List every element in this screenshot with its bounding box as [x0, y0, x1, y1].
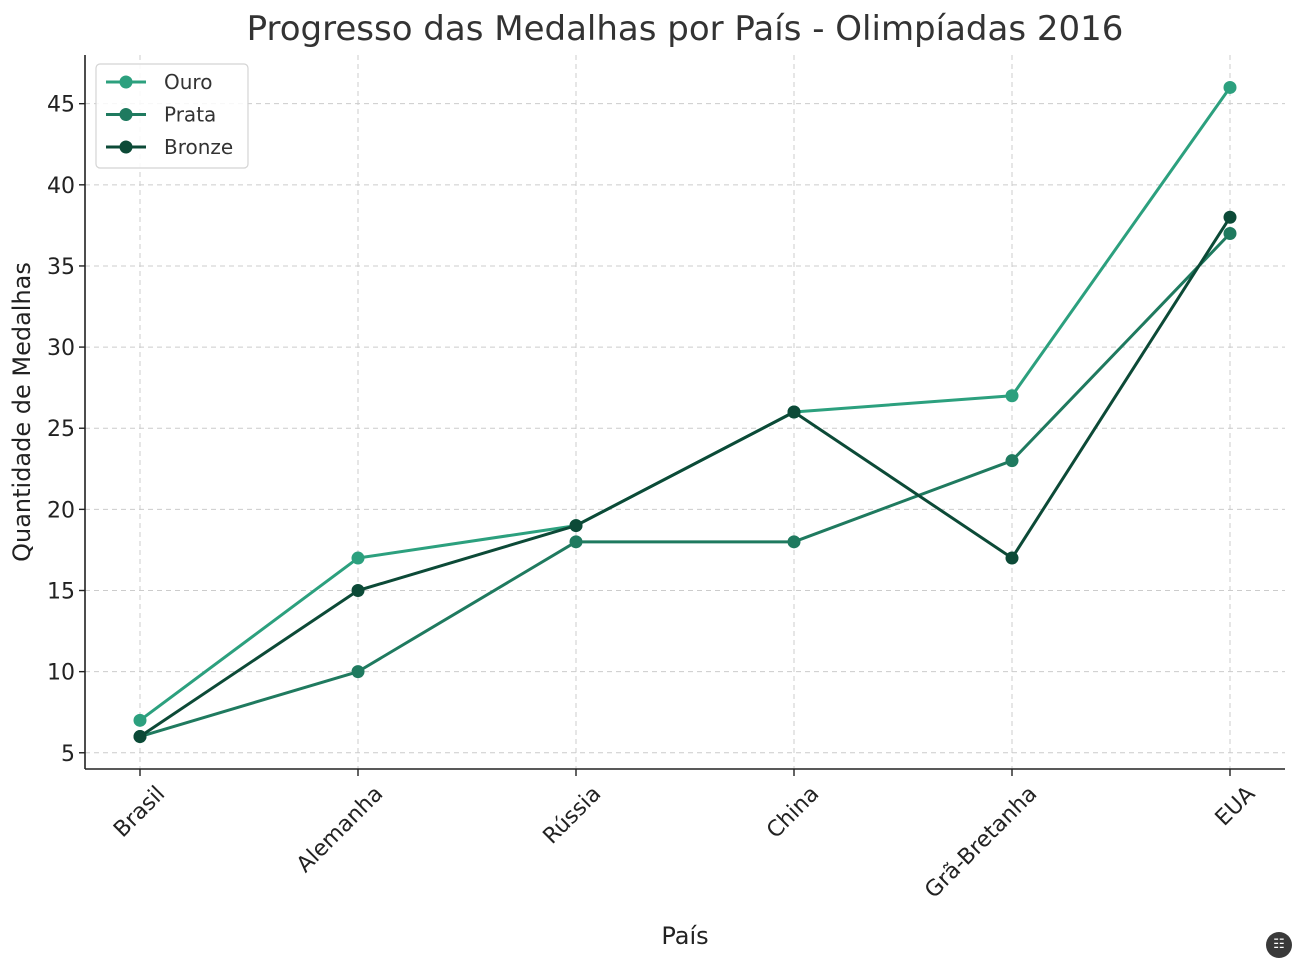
y-tick-label: 25 — [47, 417, 75, 442]
y-tick-label: 45 — [47, 93, 75, 118]
y-axis-label: Quantidade de Medalhas — [8, 262, 36, 562]
ticks: 5 10 15 20 25 30 35 40 45 Brasil Alemanha Rússia Chi… — [47, 93, 1260, 904]
y-tick-label: 35 — [47, 255, 75, 280]
data-point — [1005, 551, 1019, 565]
series-prata — [133, 227, 1237, 744]
y-tick-label: 40 — [47, 174, 75, 199]
data-point — [569, 535, 583, 549]
y-tick-label: 5 — [61, 742, 75, 767]
data-point — [133, 713, 147, 727]
data-point — [569, 519, 583, 533]
legend-marker — [119, 75, 133, 89]
legend-box — [95, 63, 249, 169]
x-tick-label: Alemanha — [292, 782, 388, 878]
x-tick-label: EUA — [1211, 782, 1261, 832]
legend-marker — [119, 140, 133, 154]
y-tick-label: 30 — [47, 336, 75, 361]
data-point — [351, 665, 365, 679]
y-tick-label: 20 — [47, 498, 75, 523]
data-point — [787, 535, 801, 549]
x-tick-label: Rússia — [539, 782, 607, 850]
legend-marker — [119, 108, 133, 121]
chat-icon[interactable]: ☷ — [1266, 932, 1292, 958]
data-point — [1005, 454, 1019, 468]
series-bronze — [133, 210, 1237, 744]
x-tick-label: Brasil — [109, 782, 170, 843]
series-line — [139, 216, 1232, 738]
legend-label: Prata — [164, 103, 216, 127]
chart-title: Progresso das Medalhas por País - Olimpí… — [247, 9, 1124, 49]
series — [133, 80, 1237, 744]
data-point — [787, 405, 801, 419]
data-point — [1223, 227, 1237, 240]
legend-label: Bronze — [164, 135, 233, 159]
x-axis-label: País — [661, 922, 708, 950]
grid — [85, 55, 1285, 769]
axes — [84, 55, 1285, 770]
data-point — [351, 584, 365, 597]
data-point — [1005, 389, 1019, 403]
legend: Ouro Prata Bronze — [95, 63, 249, 169]
data-point — [133, 730, 147, 744]
data-point — [1223, 210, 1237, 224]
y-tick-label: 15 — [47, 580, 75, 605]
data-point — [1223, 80, 1237, 94]
y-tick-label: 10 — [47, 661, 75, 686]
legend-label: Ouro — [164, 70, 212, 94]
x-tick-label: Grã-Bretanha — [920, 782, 1042, 904]
x-tick-label: China — [762, 782, 824, 844]
data-point — [351, 551, 365, 565]
series-line — [139, 232, 1232, 738]
